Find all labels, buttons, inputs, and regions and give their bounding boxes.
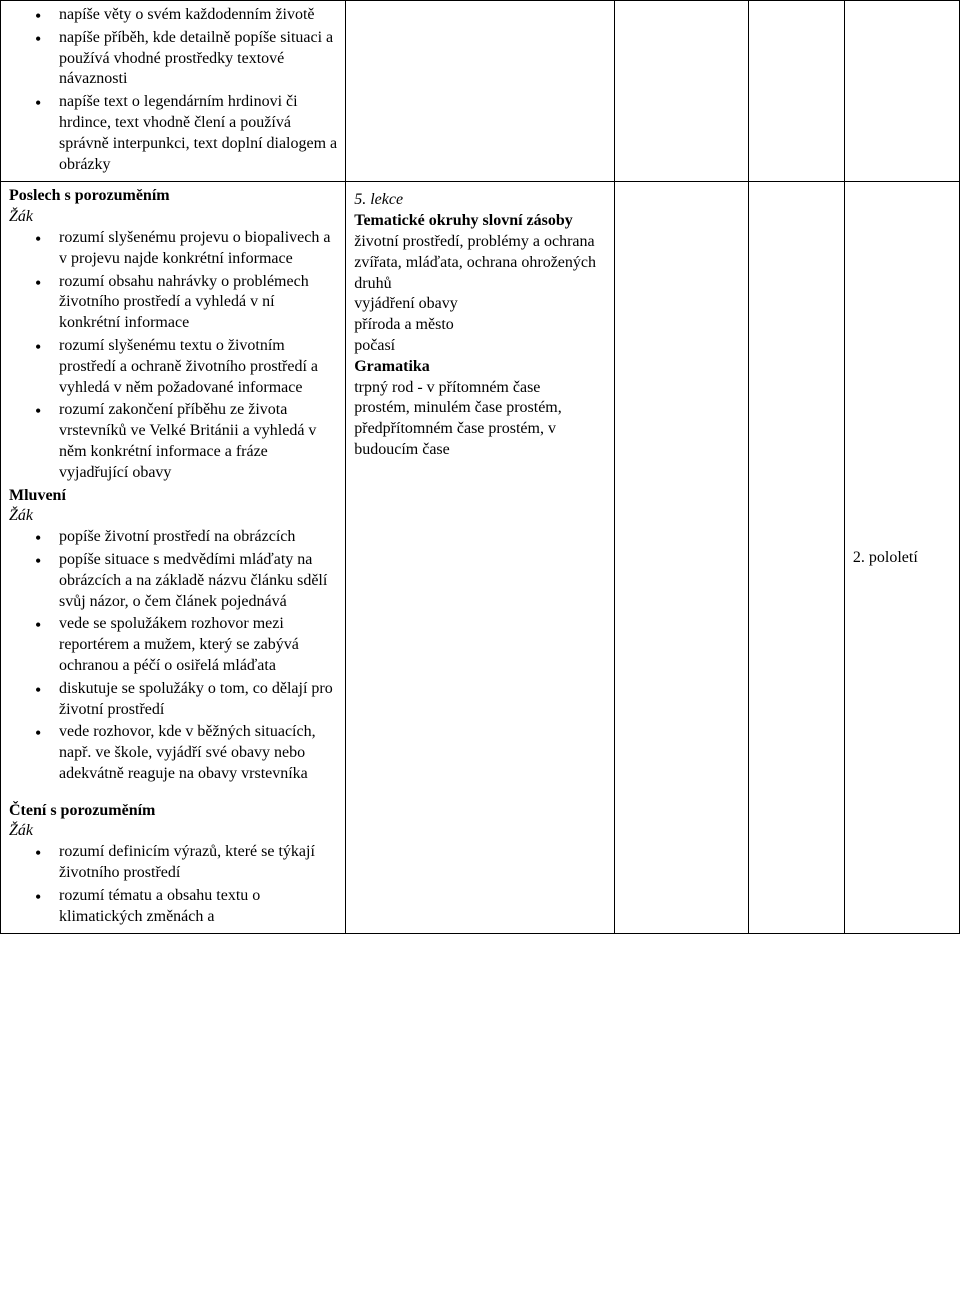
cell-content-row2: 5. lekce Tematické okruhy slovní zásoby … [346, 182, 615, 934]
list-item: rozumí obsahu nahrávky o problémech živo… [59, 272, 337, 334]
section-subheading: Žák [9, 207, 337, 228]
lesson-label: 5. lekce [354, 190, 598, 211]
list-item: rozumí definicím výrazů, které se týkají… [59, 842, 337, 884]
section-heading-reading: Čtení s porozuměním [9, 801, 337, 822]
cell-outcomes-row2: Poslech s porozuměním Žák rozumí slyšené… [1, 182, 346, 934]
bullet-list: napíše věty o svém každodenním životě na… [9, 5, 337, 175]
grammar-heading: Gramatika [354, 357, 598, 378]
list-item: popíše životní prostředí na obrázcích [59, 527, 337, 548]
topic-line: životní prostředí, problémy a ochrana [354, 232, 598, 253]
grammar-text: trpný rod - v přítomném čase prostém, mi… [354, 378, 598, 461]
cell-outcomes-row1: napíše věty o svém každodenním životě na… [1, 1, 346, 182]
list-item: napíše příběh, kde detailně popíše situa… [59, 28, 337, 90]
bullet-list: rozumí slyšenému projevu o biopalivech a… [9, 228, 337, 484]
list-item: napíše text o legendárním hrdinovi či hr… [59, 92, 337, 175]
topics-heading: Tematické okruhy slovní zásoby [354, 211, 598, 232]
section-subheading: Žák [9, 506, 337, 527]
cell-content-row1 [346, 1, 615, 182]
topic-line: vyjádření obavy [354, 294, 598, 315]
table-row: Poslech s porozuměním Žák rozumí slyšené… [1, 182, 960, 934]
bullet-list: rozumí definicím výrazů, které se týkají… [9, 842, 337, 927]
cell-empty-row1-c4 [749, 1, 845, 182]
topic-line: počasí [354, 336, 598, 357]
section-heading-listening: Poslech s porozuměním [9, 186, 337, 207]
list-item: rozumí zakončení příběhu ze života vrste… [59, 400, 337, 483]
section-heading-speaking: Mluvení [9, 486, 337, 507]
list-item: napíše věty o svém každodenním životě [59, 5, 337, 26]
cell-empty-row1-c5 [844, 1, 959, 182]
list-item: vede se spolužákem rozhovor mezi reporté… [59, 614, 337, 676]
list-item: rozumí tématu a obsahu textu o klimatick… [59, 886, 337, 928]
cell-empty-row2-c4 [749, 182, 845, 934]
curriculum-table: napíše věty o svém každodenním životě na… [0, 0, 960, 934]
cell-empty-row2-c3 [614, 182, 748, 934]
table-row: napíše věty o svém každodenním životě na… [1, 1, 960, 182]
bullet-list: popíše životní prostředí na obrázcích po… [9, 527, 337, 785]
list-item: rozumí slyšenému textu o životním prostř… [59, 336, 337, 398]
topic-line: příroda a město [354, 315, 598, 336]
term-label: 2. pololetí [853, 549, 918, 566]
list-item: diskutuje se spolužáky o tom, co dělají … [59, 679, 337, 721]
list-item: vede rozhovor, kde v běžných situacích, … [59, 722, 337, 784]
cell-empty-row1-c3 [614, 1, 748, 182]
section-subheading: Žák [9, 821, 337, 842]
cell-term-row2: 2. pololetí [844, 182, 959, 934]
list-item: rozumí slyšenému projevu o biopalivech a… [59, 228, 337, 270]
topic-line: zvířata, mláďata, ochrana ohrožených dru… [354, 253, 598, 295]
list-item: popíše situace s medvědími mláďaty na ob… [59, 550, 337, 612]
